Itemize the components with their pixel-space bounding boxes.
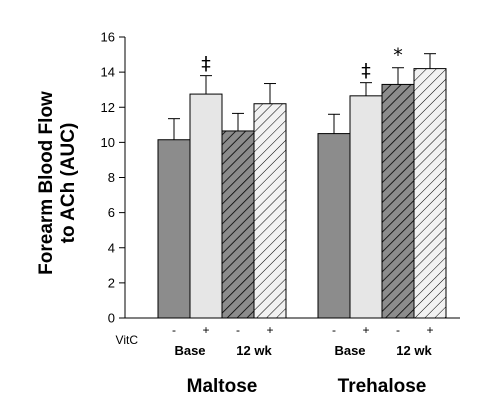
- vitc-condition-label: VitC: [116, 333, 139, 347]
- bar-trehalose-base-vitc-plus: [349, 95, 383, 319]
- y-tick-label: 16: [101, 30, 115, 45]
- y-tick-label: 12: [101, 100, 115, 115]
- y-tick-label: 4: [108, 240, 115, 255]
- group-label: Maltose: [187, 376, 258, 397]
- y-axis-label-line-2: to ACh (AUC): [58, 123, 79, 244]
- y-axis-label-line-1: Forearm Blood Flow: [36, 91, 57, 275]
- y-tick-label: 10: [101, 135, 115, 150]
- bar-trehalose-12wk-vitc-minus: [381, 83, 415, 319]
- vitc-sign-label: -: [236, 323, 240, 337]
- bar-trehalose-12wk-vitc-plus: [413, 68, 447, 319]
- vitc-sign-label: +: [202, 323, 209, 337]
- vitc-sign-label: -: [172, 323, 176, 337]
- y-tick-label: 2: [108, 275, 115, 290]
- y-tick-label: 6: [108, 205, 115, 220]
- subgroup-label: 12 wk: [236, 343, 272, 358]
- group-label: Trehalose: [338, 376, 427, 397]
- vitc-sign-label: -: [396, 323, 400, 337]
- bar-maltose-base-vitc-plus: [189, 93, 223, 319]
- y-tick-label: 14: [101, 65, 115, 80]
- vitc-sign-label: -: [332, 323, 336, 337]
- significance-marker: ‡: [361, 60, 371, 82]
- y-tick-label: 8: [108, 170, 115, 185]
- significance-marker: ‡: [201, 53, 211, 75]
- bars: ‡ ‡ *: [157, 45, 447, 319]
- subgroup-label: 12 wk: [396, 343, 432, 358]
- bar-maltose-12wk-vitc-plus: [253, 103, 287, 319]
- significance-marker: *: [393, 45, 403, 67]
- bar-trehalose-base-vitc-minus: [317, 133, 351, 319]
- vitc-sign-label: +: [426, 323, 433, 337]
- vitc-sign-label: +: [266, 323, 273, 337]
- x-axis-labels: - + - + Base 12 wk Maltose - + - + Base 12 wk Trehalo…: [172, 323, 434, 397]
- y-tick-label: 0: [108, 311, 115, 326]
- subgroup-label: Base: [334, 343, 365, 358]
- vitc-sign-label: +: [362, 323, 369, 337]
- subgroup-label: Base: [174, 343, 205, 358]
- bar-maltose-base-vitc-minus: [157, 139, 191, 319]
- bar-maltose-12wk-vitc-minus: [221, 130, 255, 319]
